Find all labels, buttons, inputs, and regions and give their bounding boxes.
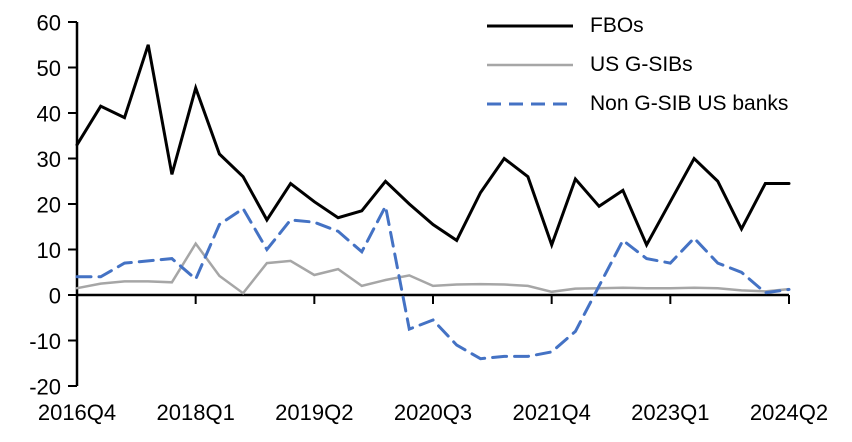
legend-item-us-g-sibs: US G-SIBs [487,45,788,84]
x-axis: 2016Q4 2018Q1 2019Q2 2020Q3 2021Q4 2023Q1 2024… [38,293,828,425]
x-tick-label: 2018Q1 [157,400,235,425]
x-tick-label: 2023Q1 [631,400,709,425]
y-tick-label: 30 [37,147,61,172]
series-line-fbos [75,44,791,250]
y-tick-label: -20 [29,375,61,400]
y-tick-label: -10 [29,329,61,354]
y-axis: -20 -10 0 10 20 30 40 50 60 [29,11,79,400]
x-tick-label: 2024Q2 [750,400,828,425]
legend-label: Non G-SIB US banks [590,91,789,115]
legend-label: US G-SIBs [590,52,693,76]
y-tick-label: 40 [37,102,61,127]
series-line-non-g-sib-us-banks [75,201,791,361]
y-tick-label: 50 [37,56,61,81]
legend-swatch-us-g-sibs [487,63,573,66]
legend: FBOs US G-SIBs Non G-SIB US banks [487,6,788,123]
legend-item-non-g-sib-us-banks: Non G-SIB US banks [487,84,788,123]
legend-label: FBOs [590,13,644,37]
y-tick-label: 0 [49,284,61,309]
series-line-us-g-sibs [75,241,791,295]
x-tick-label: 2016Q4 [38,400,116,425]
y-tick-label: 10 [37,238,61,263]
x-tick-label: 2019Q2 [275,400,353,425]
legend-item-fbos: FBOs [487,6,788,45]
legend-swatch-non-g-sib-us-banks [487,102,573,105]
x-tick-label: 2020Q3 [394,400,472,425]
legend-swatch-fbos [487,24,573,27]
y-tick-label: 20 [37,193,61,218]
x-tick-label: 2021Q4 [513,400,591,425]
y-tick-label: 60 [37,11,61,36]
